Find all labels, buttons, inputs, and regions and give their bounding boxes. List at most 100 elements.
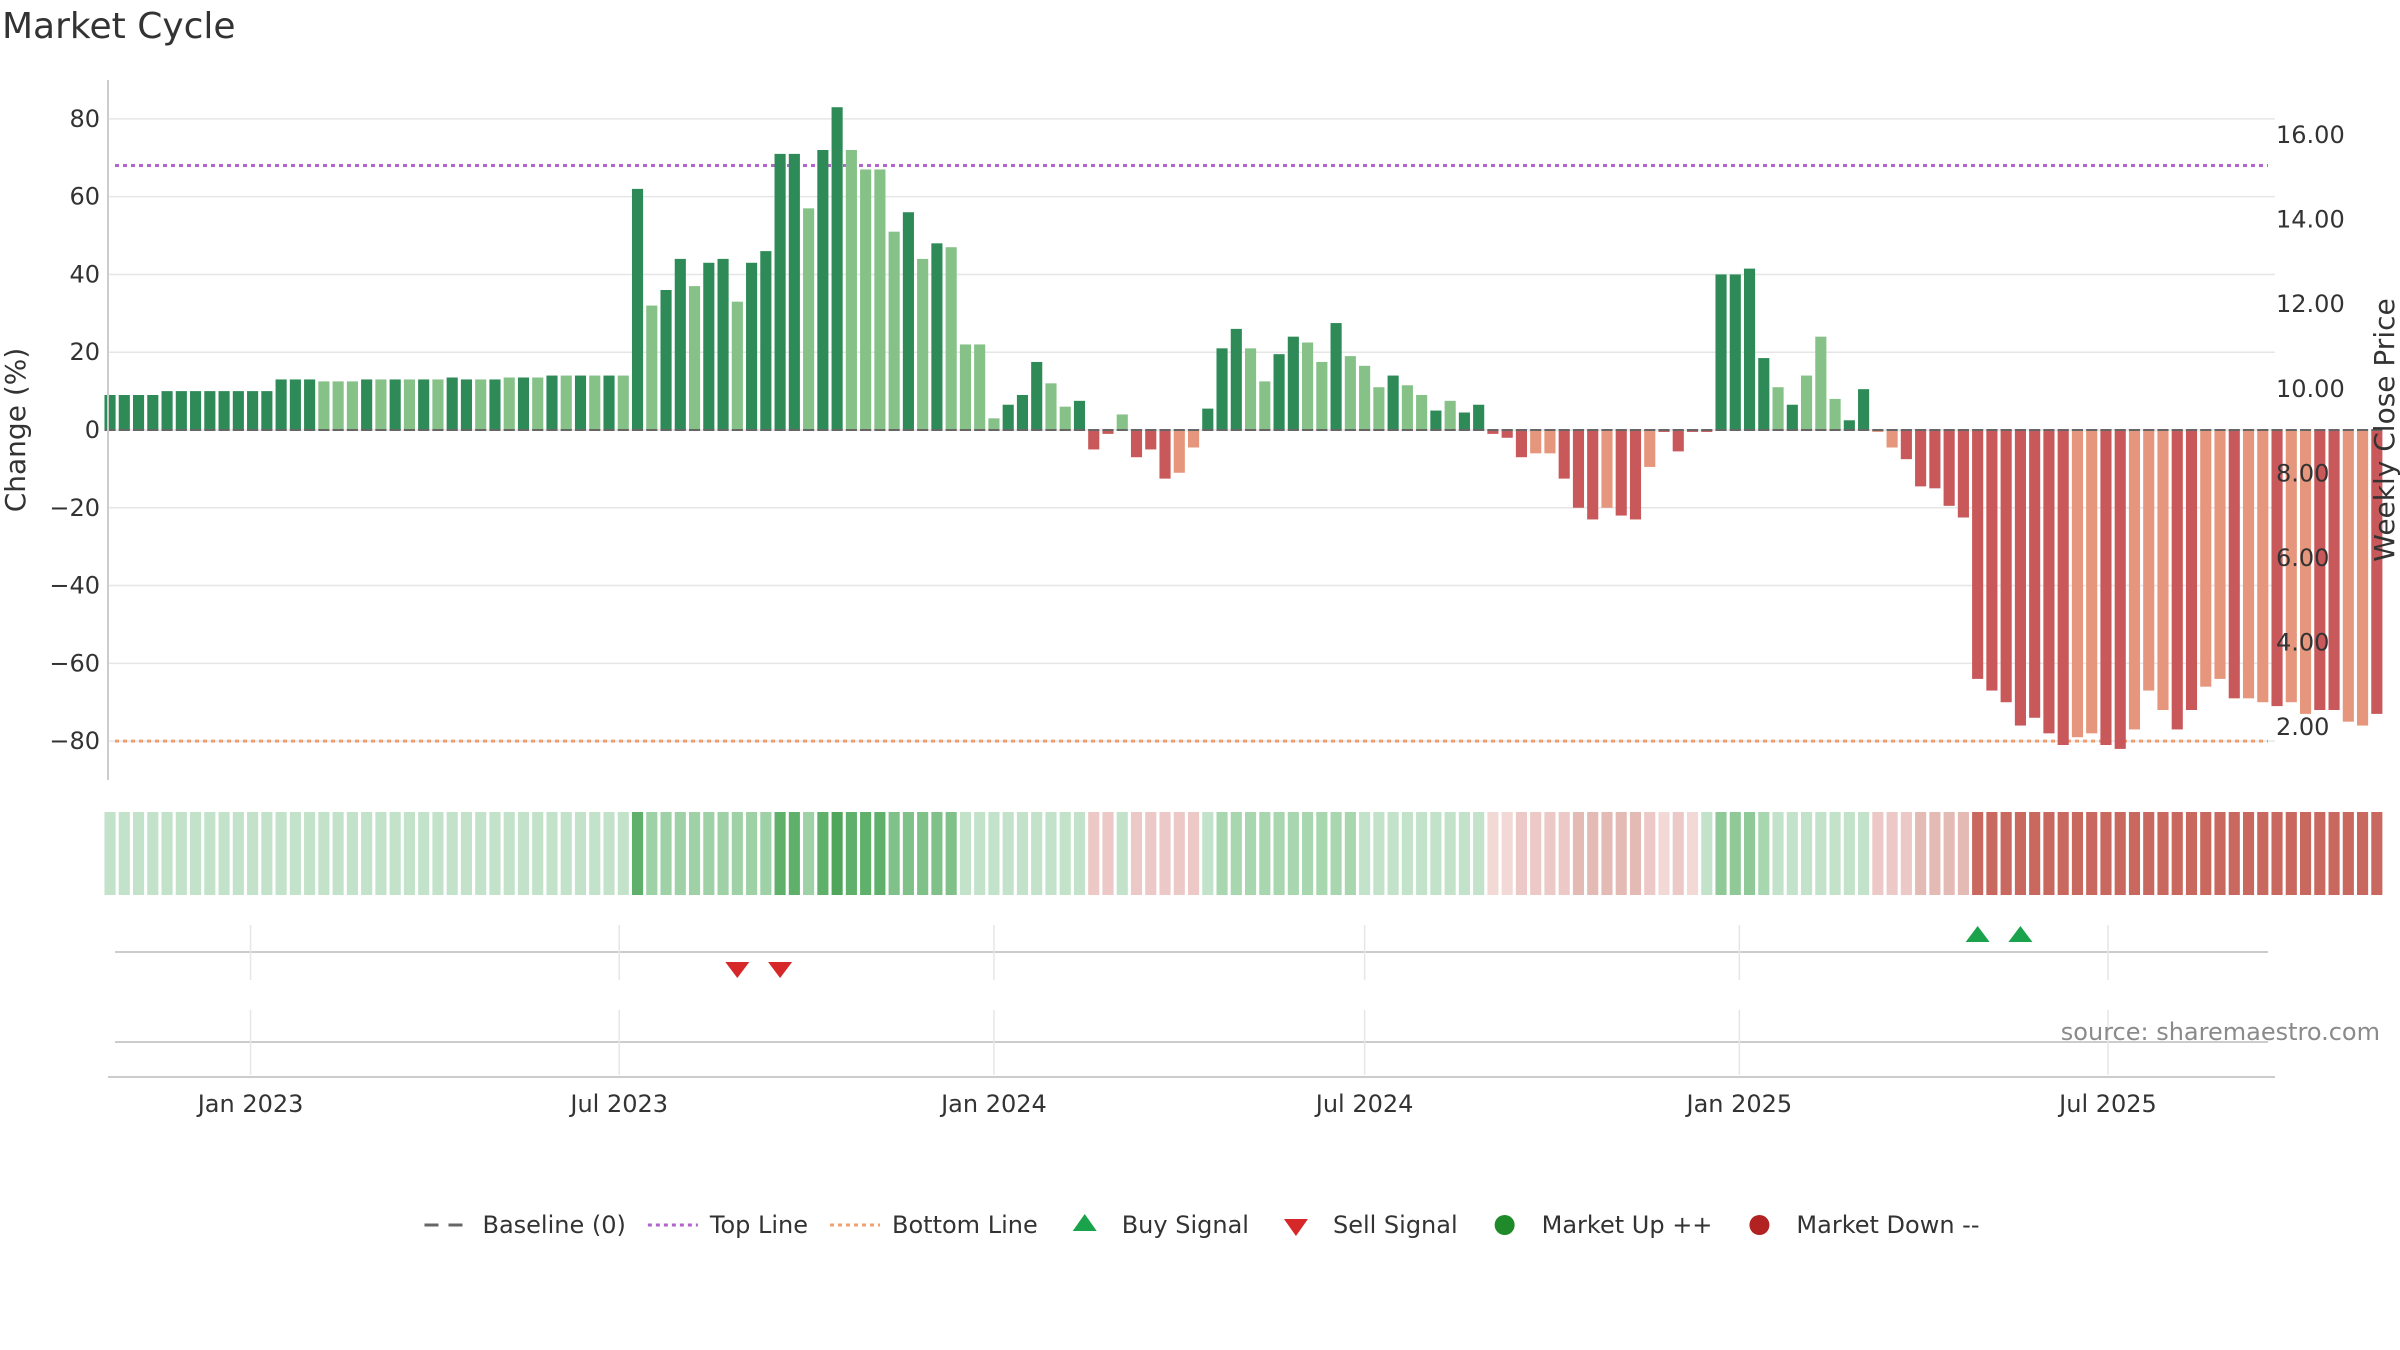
band-cell-upper [2043, 812, 2055, 853]
bar [688, 286, 701, 430]
band-cell-upper [375, 812, 387, 853]
bar [1900, 430, 1912, 460]
bar [1116, 414, 1128, 430]
band-cell-lower [1843, 853, 1855, 895]
band-cell-lower [2057, 853, 2069, 895]
band-cell-upper [503, 812, 515, 853]
band-cell-lower [1273, 853, 1285, 895]
legend-marker-sell [1283, 1219, 1308, 1236]
bar [717, 258, 729, 430]
band-cell-upper [617, 812, 629, 853]
band-cell-lower [517, 853, 530, 895]
band-cell-upper [261, 812, 273, 853]
bar [446, 377, 458, 430]
y-axis-label: Change (%) [0, 348, 32, 513]
band-cell-lower [546, 853, 558, 895]
band-cell-lower [874, 853, 886, 895]
band-cell-upper [2171, 812, 2183, 853]
bar [389, 379, 401, 430]
bar [460, 379, 473, 430]
bar [2143, 430, 2155, 691]
band-cell-lower [917, 853, 929, 895]
band-cell-upper [603, 812, 615, 853]
band-cell-lower [1159, 853, 1171, 895]
band-cell-lower [403, 853, 415, 895]
band-cell-upper [517, 812, 530, 853]
bar [2228, 430, 2240, 699]
bar [1786, 404, 1798, 430]
band-cell-upper [2086, 812, 2098, 853]
band-cell-lower [788, 853, 800, 895]
band-cell-lower [845, 853, 857, 895]
band-cell-lower [1302, 853, 1314, 895]
band-cell-upper [275, 812, 287, 853]
band-cell-lower [945, 853, 957, 895]
band-cell-upper [1088, 812, 1100, 853]
bar [2086, 430, 2098, 734]
band-cell-upper [902, 812, 914, 853]
band-cell-lower [1458, 853, 1470, 895]
band-cell-upper [1915, 812, 1927, 853]
band-cell-lower [475, 853, 487, 895]
bar [1743, 268, 1756, 430]
legend-marker-buy [1072, 1214, 1097, 1231]
band-cell-upper [1929, 812, 1941, 853]
band-cell-upper [1401, 812, 1413, 853]
band-cell-upper [803, 812, 815, 853]
band-cell-upper [247, 812, 259, 853]
bar [175, 391, 187, 430]
bar [860, 169, 872, 430]
band-cell-lower [1743, 853, 1756, 895]
bar [232, 391, 244, 430]
y2-tick-label: 4.00 [2276, 629, 2329, 657]
band-cell-lower [247, 853, 259, 895]
band-cell-upper [2257, 812, 2269, 853]
bar [574, 375, 587, 430]
bar [1601, 430, 1613, 508]
band-cell-lower [902, 853, 914, 895]
band-cell-upper [460, 812, 473, 853]
bar [2000, 430, 2012, 703]
bars-layer [104, 107, 2383, 749]
band-cell-lower [190, 853, 202, 895]
bar [617, 375, 629, 430]
band-cell-upper [204, 812, 216, 853]
bar [1059, 406, 1071, 430]
bar [403, 379, 415, 430]
bar [2043, 430, 2055, 734]
band-cell-lower [175, 853, 187, 895]
band-cell-upper [1316, 812, 1328, 853]
bar [1986, 430, 1998, 691]
band-cell-lower [1245, 853, 1257, 895]
y2-axis-label: Weekly Close Price [2368, 298, 2400, 561]
band-cell-upper [2057, 812, 2069, 853]
band-cell-upper [1786, 812, 1798, 853]
band-cell-lower [1572, 853, 1585, 895]
bar [1216, 348, 1228, 430]
bar [1387, 375, 1399, 430]
band-cell-upper [1487, 812, 1499, 853]
band-cell-upper [2357, 812, 2369, 853]
bar [1145, 430, 1157, 450]
band-cell-lower [1430, 853, 1442, 895]
y-tick-label: −60 [49, 649, 100, 677]
bar [1016, 395, 1029, 430]
band-cell-upper [175, 812, 187, 853]
band-cell-lower [931, 853, 943, 895]
bar [1230, 328, 1242, 430]
band-cell-upper [1259, 812, 1271, 853]
band-cell-upper [788, 812, 800, 853]
band-cell-upper [2285, 812, 2297, 853]
band-cell-upper [931, 812, 943, 853]
band-cell-lower [132, 853, 145, 895]
band-cell-lower [2342, 853, 2354, 895]
band-cell-upper [1729, 812, 1741, 853]
band-cell-upper [2242, 812, 2255, 853]
band-cell-upper [361, 812, 373, 853]
bar [1544, 430, 1556, 454]
y-tick-label: 60 [69, 183, 100, 211]
band-cell-upper [831, 812, 843, 853]
band-cell-lower [2014, 853, 2026, 895]
band-cell-lower [318, 853, 330, 895]
band-cell-lower [1487, 853, 1499, 895]
